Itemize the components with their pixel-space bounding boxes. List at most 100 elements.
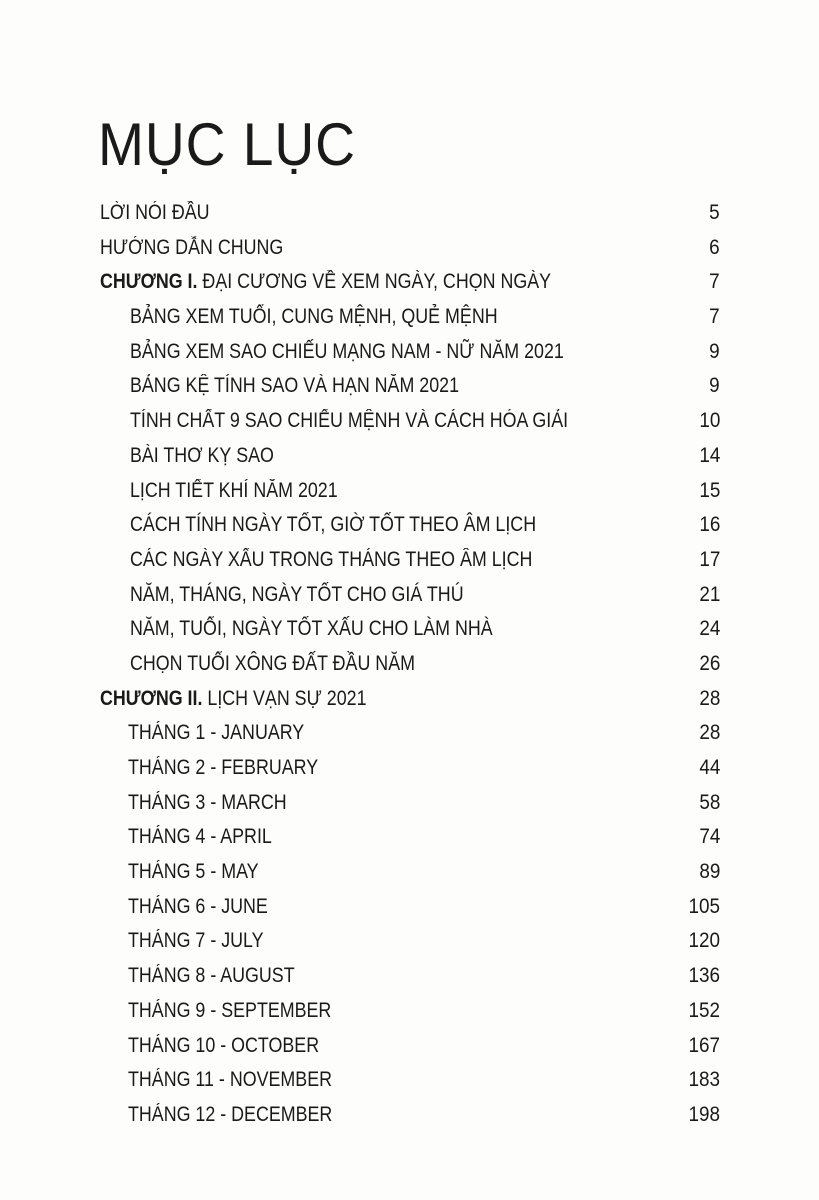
page-number: 17: [698, 547, 720, 571]
page-number: 89: [698, 860, 720, 884]
toc-entry-title: HƯỚNG DẪN CHUNG: [100, 236, 283, 260]
entry-text: HƯỚNG DẪN CHUNG: [100, 235, 284, 259]
toc-entry: THÁNG 7 - JULY 120: [0, 926, 819, 961]
page-number: 21: [698, 582, 720, 606]
toc-entry: THÁNG 9 - SEPTEMBER 152: [0, 996, 819, 1031]
toc-entry-title: THÁNG 1 - JANUARY: [128, 721, 304, 745]
entry-text: BÀI THƠ KỴ SAO: [130, 443, 274, 467]
entry-text: NĂM, TUỔI, NGÀY TỐT XẤU CHO LÀM NHÀ: [130, 617, 493, 641]
page-number: 152: [688, 998, 720, 1022]
toc-entry-title: CÁCH TÍNH NGÀY TỐT, GIỜ TỐT THEO ÂM LỊCH: [130, 513, 536, 537]
entry-text: THÁNG 9 - SEPTEMBER: [128, 998, 332, 1022]
toc-entry-title: CÁC NGÀY XẤU TRONG THÁNG THEO ÂM LỊCH: [130, 548, 532, 572]
toc-entry: NĂM, THÁNG, NGÀY TỐT CHO GIÁ THÚ 21: [0, 580, 819, 615]
toc-entry-title: BẢNG XEM TUỔI, CUNG MỆNH, QUẺ MỆNH: [130, 305, 498, 329]
page-number: 14: [698, 443, 720, 467]
toc-entry-title: BẢNG KỆ TÍNH SAO VÀ HẠN NĂM 2021: [130, 374, 459, 398]
toc-entry: BẢNG XEM SAO CHIẾU MẠNG NAM - NỮ NĂM 202…: [0, 337, 819, 372]
toc-entry-title: THÁNG 4 - APRIL: [128, 825, 272, 849]
toc-entry-title: THÁNG 10 - OCTOBER: [128, 1034, 319, 1058]
entry-text: LỜI NÓI ĐẦU: [100, 201, 210, 224]
toc-entry-title: CHƯƠNG II. LỊCH VẠN SỰ 2021: [100, 687, 367, 711]
toc-entry: THÁNG 6 - JUNE 105: [0, 892, 819, 927]
toc-entry: CÁC NGÀY XẤU TRONG THÁNG THEO ÂM LỊCH 17: [0, 545, 819, 580]
page-number: 183: [688, 1068, 720, 1092]
toc-entry: THÁNG 1 - JANUARY 28: [0, 718, 819, 753]
toc-entry-title: THÁNG 8 - AUGUST: [128, 964, 295, 988]
toc-chapter-entry: CHƯƠNG I. ĐẠI CƯƠNG VỀ XEM NGÀY, CHỌN NG…: [0, 267, 819, 302]
toc-entry-title: CHƯƠNG I. ĐẠI CƯƠNG VỀ XEM NGÀY, CHỌN NG…: [100, 270, 551, 294]
toc-entry: TÍNH CHẤT 9 SAO CHIẾU MỆNH VÀ CÁCH HÓA G…: [0, 406, 819, 441]
toc-entry: BÀI THƠ KỴ SAO 14: [0, 441, 819, 476]
page-number: 7: [709, 305, 720, 329]
toc-entry: THÁNG 10 - OCTOBER 167: [0, 1031, 819, 1066]
toc-entry: THÁNG 8 - AUGUST 136: [0, 961, 819, 996]
toc-entry: THÁNG 5 - MAY 89: [0, 857, 819, 892]
toc-entry: THÁNG 3 - MARCH 58: [0, 788, 819, 823]
toc-entry: CÁCH TÍNH NGÀY TỐT, GIỜ TỐT THEO ÂM LỊCH…: [0, 510, 819, 545]
entry-text: ĐẠI CƯƠNG VỀ XEM NGÀY, CHỌN NGÀY: [197, 270, 552, 294]
entry-text: THÁNG 2 - FEBRUARY: [128, 756, 319, 779]
entry-text: BẢNG KỆ TÍNH SAO VÀ HẠN NĂM 2021: [130, 374, 460, 398]
toc-entry-title: THÁNG 9 - SEPTEMBER: [128, 999, 331, 1023]
entry-text: CÁCH TÍNH NGÀY TỐT, GIỜ TỐT THEO ÂM LỊCH: [130, 513, 537, 537]
toc-entry: LỜI NÓI ĐẦU 5: [0, 198, 819, 233]
page-number: 44: [698, 756, 720, 779]
page-number: 167: [688, 1033, 720, 1057]
page-number: 15: [698, 478, 720, 502]
page-number: 6: [709, 235, 720, 259]
page-number: 10: [698, 409, 720, 433]
entry-text: THÁNG 1 - JANUARY: [128, 721, 305, 745]
toc-entry-title: NĂM, THÁNG, NGÀY TỐT CHO GIÁ THÚ: [130, 583, 464, 607]
chapter-number: CHƯƠNG I.: [100, 270, 198, 294]
toc-entry: BẢNG KỆ TÍNH SAO VÀ HẠN NĂM 2021 9: [0, 371, 819, 406]
page-number: 105: [688, 894, 720, 918]
toc-entry-title: THÁNG 5 - MAY: [128, 860, 259, 884]
toc-entry-title: THÁNG 7 - JULY: [128, 929, 264, 953]
toc-entry: THÁNG 4 - APRIL 74: [0, 822, 819, 857]
toc-entry: THÁNG 11 - NOVEMBER 183: [0, 1065, 819, 1100]
toc-entry-title: BẢNG XEM SAO CHIẾU MẠNG NAM - NỮ NĂM 202…: [130, 340, 564, 364]
toc-entry-title: LỊCH TIẾT KHÍ NĂM 2021: [130, 479, 338, 503]
toc-entry: THÁNG 12 - DECEMBER 198: [0, 1100, 819, 1135]
toc-entry-title: BÀI THƠ KỴ SAO: [130, 444, 274, 468]
page-number: 16: [698, 513, 720, 537]
page-number: 58: [698, 790, 720, 814]
entry-text: NĂM, THÁNG, NGÀY TỐT CHO GIÁ THÚ: [130, 582, 464, 606]
entry-text: THÁNG 4 - APRIL: [128, 825, 272, 849]
toc-entry-title: THÁNG 2 - FEBRUARY: [128, 756, 318, 780]
entry-text: LỊCH TIẾT KHÍ NĂM 2021: [130, 478, 338, 502]
toc-entry: NĂM, TUỔI, NGÀY TỐT XẤU CHO LÀM NHÀ 24: [0, 614, 819, 649]
toc-chapter-entry: CHƯƠNG II. LỊCH VẠN SỰ 2021 28: [0, 684, 819, 719]
toc-entry-title: CHỌN TUỔI XÔNG ĐẤT ĐẦU NĂM: [130, 652, 415, 676]
toc-entry: CHỌN TUỔI XÔNG ĐẤT ĐẦU NĂM 26: [0, 649, 819, 684]
page-number: 5: [709, 201, 720, 224]
toc-entry: LỊCH TIẾT KHÍ NĂM 2021 15: [0, 476, 819, 511]
page-number: 198: [688, 1102, 720, 1126]
entry-text: THÁNG 10 - OCTOBER: [128, 1033, 320, 1057]
entry-text: CÁC NGÀY XẤU TRONG THÁNG THEO ÂM LỊCH: [130, 547, 533, 571]
entry-text: THÁNG 6 - JUNE: [128, 894, 268, 918]
entry-text: CHỌN TUỔI XÔNG ĐẤT ĐẦU NĂM: [130, 651, 415, 675]
toc-entry-title: LỜI NÓI ĐẦU: [100, 201, 210, 225]
page-number: 26: [698, 651, 720, 675]
table-of-contents: LỜI NÓI ĐẦU 5 HƯỚNG DẪN CHUNG 6 CHƯƠNG I. ĐẠ…: [0, 198, 819, 1135]
page-number: 9: [709, 339, 720, 363]
toc-entry-title: TÍNH CHẤT 9 SAO CHIẾU MỆNH VÀ CÁCH HÓA G…: [130, 409, 568, 433]
page-title: MỤC LỤC: [98, 111, 356, 178]
page-number: 7: [709, 270, 720, 294]
page-number: 28: [698, 721, 720, 745]
toc-entry-title: THÁNG 11 - NOVEMBER: [128, 1068, 332, 1092]
entry-text: TÍNH CHẤT 9 SAO CHIẾU MỆNH VÀ CÁCH HÓA G…: [130, 409, 569, 433]
entry-text: BẢNG XEM TUỔI, CUNG MỆNH, QUẺ MỆNH: [130, 305, 498, 329]
toc-entry: HƯỚNG DẪN CHUNG 6: [0, 233, 819, 268]
entry-text: LỊCH VẠN SỰ 2021: [202, 686, 367, 710]
page-number: 9: [709, 374, 720, 398]
entry-text: THÁNG 8 - AUGUST: [128, 964, 295, 988]
page-number: 74: [698, 825, 720, 849]
chapter-number: CHƯƠNG II.: [100, 686, 203, 710]
toc-entry: THÁNG 2 - FEBRUARY 44: [0, 753, 819, 788]
entry-text: BẢNG XEM SAO CHIẾU MẠNG NAM - NỮ NĂM 202…: [130, 339, 564, 363]
entry-text: THÁNG 3 - MARCH: [128, 790, 287, 814]
entry-text: THÁNG 12 - DECEMBER: [128, 1102, 333, 1126]
